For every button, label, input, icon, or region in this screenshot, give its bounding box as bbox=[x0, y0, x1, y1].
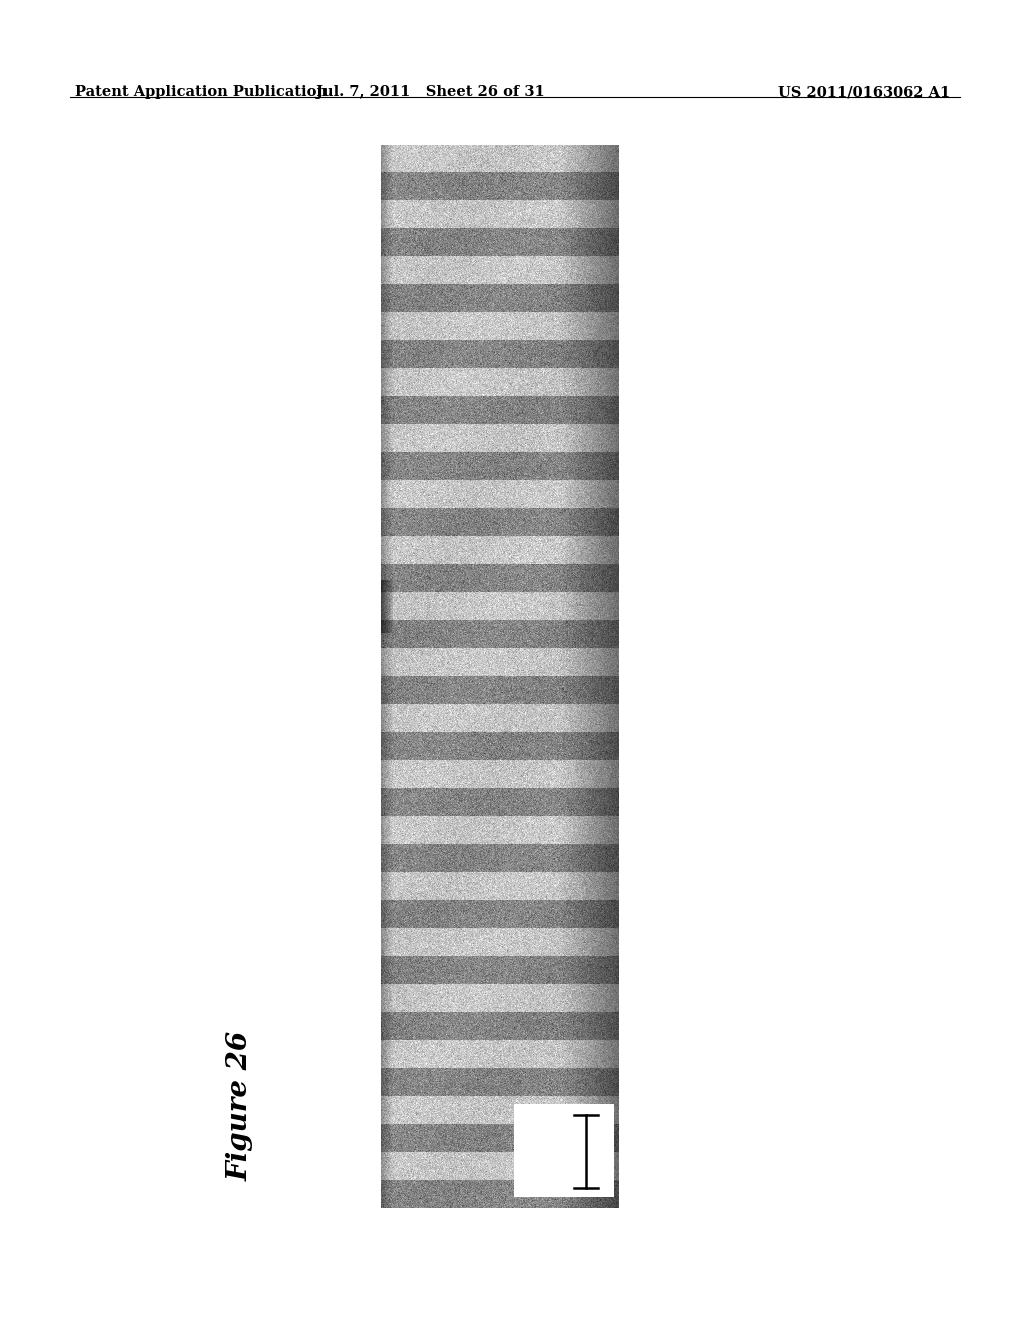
Text: Jul. 7, 2011   Sheet 26 of 31: Jul. 7, 2011 Sheet 26 of 31 bbox=[315, 84, 545, 99]
Text: 200 nm: 200 nm bbox=[541, 1131, 551, 1171]
Text: US 2011/0163062 A1: US 2011/0163062 A1 bbox=[778, 84, 950, 99]
Text: Patent Application Publication: Patent Application Publication bbox=[75, 84, 327, 99]
Text: Figure 26: Figure 26 bbox=[227, 1031, 254, 1181]
